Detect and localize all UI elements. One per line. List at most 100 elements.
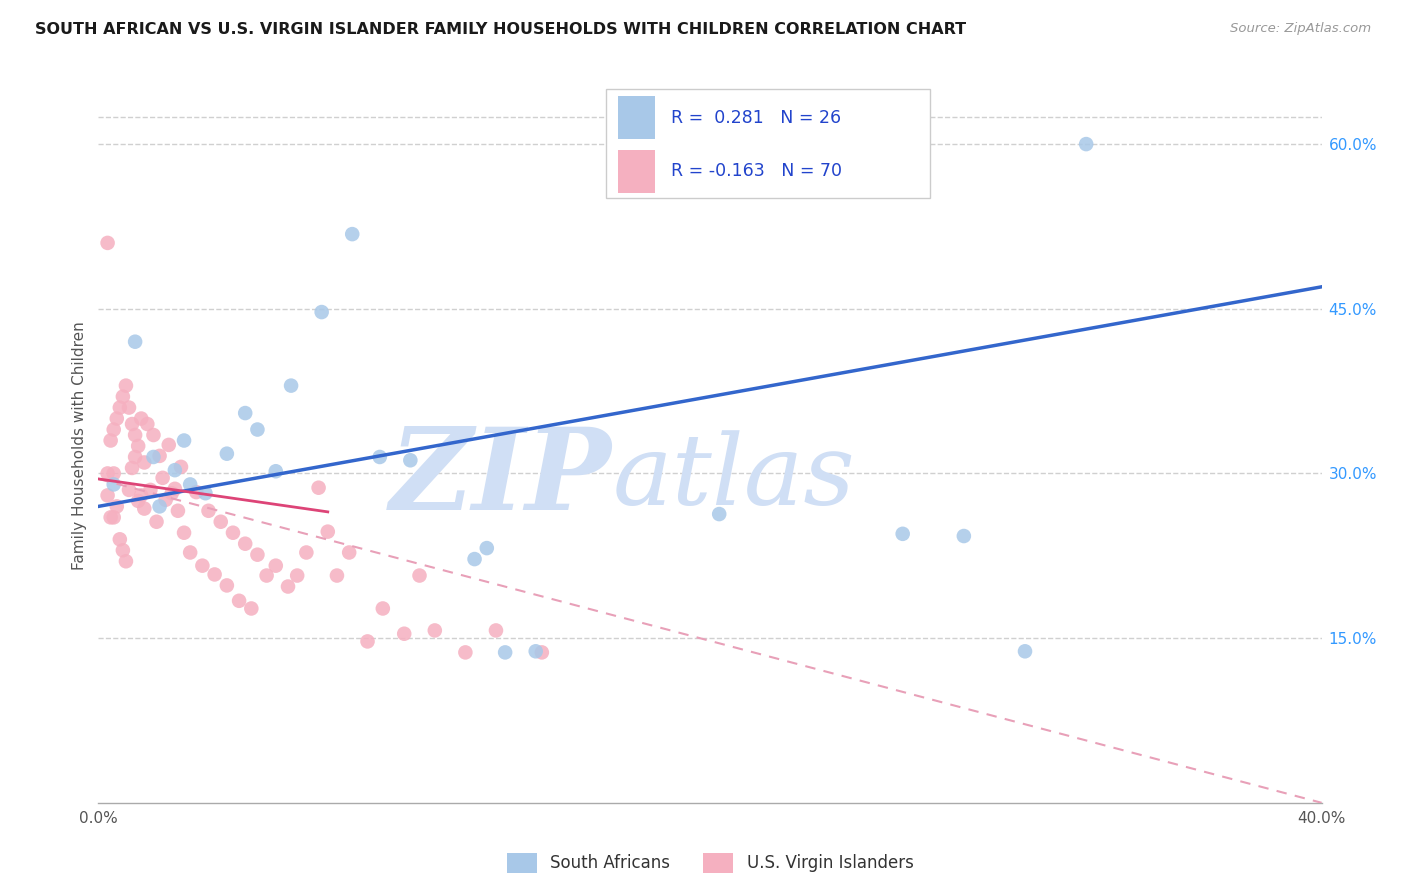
Point bbox=[103, 467, 125, 481]
Point bbox=[115, 378, 138, 392]
Point bbox=[186, 485, 208, 500]
Point bbox=[256, 568, 278, 582]
Text: R =  0.281   N = 26: R = 0.281 N = 26 bbox=[671, 109, 841, 127]
Point bbox=[264, 558, 287, 573]
Point bbox=[134, 455, 156, 469]
Point bbox=[145, 515, 167, 529]
Point bbox=[129, 488, 152, 502]
Point bbox=[127, 494, 149, 508]
Point bbox=[454, 645, 477, 659]
Point bbox=[163, 482, 186, 496]
Point bbox=[173, 525, 195, 540]
Point bbox=[167, 504, 190, 518]
Point bbox=[121, 417, 143, 431]
Point bbox=[311, 305, 333, 319]
Point bbox=[709, 507, 731, 521]
Point bbox=[118, 483, 141, 497]
Point bbox=[285, 568, 308, 582]
Point bbox=[136, 417, 159, 431]
Point bbox=[209, 515, 232, 529]
Point bbox=[124, 428, 146, 442]
Point bbox=[524, 644, 547, 658]
Text: atlas: atlas bbox=[612, 431, 855, 525]
Point bbox=[246, 423, 269, 437]
Point bbox=[277, 580, 299, 594]
Point bbox=[280, 378, 302, 392]
Point bbox=[264, 464, 287, 478]
Point bbox=[368, 450, 391, 464]
Point bbox=[142, 428, 165, 442]
Point bbox=[215, 578, 238, 592]
Point bbox=[103, 423, 125, 437]
FancyBboxPatch shape bbox=[606, 89, 931, 198]
Point bbox=[163, 463, 186, 477]
Point bbox=[134, 501, 156, 516]
Point bbox=[155, 492, 177, 507]
Point bbox=[149, 449, 172, 463]
Point bbox=[179, 545, 201, 559]
Point bbox=[337, 545, 360, 559]
Point bbox=[170, 459, 193, 474]
Point bbox=[194, 486, 217, 500]
Y-axis label: Family Households with Children: Family Households with Children bbox=[72, 322, 87, 570]
Point bbox=[222, 525, 245, 540]
Point bbox=[530, 645, 553, 659]
Point bbox=[295, 545, 318, 559]
Point bbox=[139, 483, 162, 497]
Point bbox=[157, 438, 180, 452]
Point bbox=[179, 477, 201, 491]
Point bbox=[953, 529, 976, 543]
Point bbox=[215, 447, 238, 461]
Point bbox=[111, 390, 134, 404]
Point bbox=[399, 453, 422, 467]
Point bbox=[308, 481, 330, 495]
Point bbox=[475, 541, 498, 555]
Point bbox=[103, 477, 125, 491]
Point bbox=[100, 434, 122, 448]
Point bbox=[233, 537, 256, 551]
Point bbox=[326, 568, 349, 582]
Point bbox=[124, 334, 146, 349]
Point bbox=[423, 624, 446, 638]
Point bbox=[105, 411, 128, 425]
Point bbox=[240, 601, 263, 615]
Point bbox=[97, 467, 120, 481]
Text: Source: ZipAtlas.com: Source: ZipAtlas.com bbox=[1230, 22, 1371, 36]
Point bbox=[142, 450, 165, 464]
Point bbox=[356, 634, 378, 648]
Point bbox=[485, 624, 508, 638]
Point bbox=[129, 411, 152, 425]
Point bbox=[233, 406, 256, 420]
Point bbox=[891, 526, 914, 541]
Point bbox=[1014, 644, 1036, 658]
Point bbox=[160, 486, 183, 500]
Point bbox=[121, 461, 143, 475]
Point bbox=[124, 450, 146, 464]
Point bbox=[408, 568, 430, 582]
Point bbox=[228, 594, 250, 608]
Point bbox=[316, 524, 339, 539]
FancyBboxPatch shape bbox=[619, 150, 655, 193]
Point bbox=[173, 434, 195, 448]
Point bbox=[149, 500, 172, 514]
Point bbox=[118, 401, 141, 415]
Point bbox=[246, 548, 269, 562]
Point bbox=[97, 235, 120, 250]
Point bbox=[197, 504, 219, 518]
Point bbox=[105, 500, 128, 514]
Point bbox=[371, 601, 394, 615]
Point bbox=[494, 645, 516, 659]
Point bbox=[204, 567, 226, 582]
Point bbox=[97, 488, 120, 502]
Text: R = -0.163   N = 70: R = -0.163 N = 70 bbox=[671, 162, 842, 180]
Point bbox=[111, 543, 134, 558]
FancyBboxPatch shape bbox=[619, 96, 655, 139]
Point bbox=[152, 471, 174, 485]
Text: ZIP: ZIP bbox=[391, 423, 612, 533]
Legend: South Africans, U.S. Virgin Islanders: South Africans, U.S. Virgin Islanders bbox=[506, 853, 914, 873]
Text: SOUTH AFRICAN VS U.S. VIRGIN ISLANDER FAMILY HOUSEHOLDS WITH CHILDREN CORRELATIO: SOUTH AFRICAN VS U.S. VIRGIN ISLANDER FA… bbox=[35, 22, 966, 37]
Point bbox=[108, 533, 131, 547]
Point bbox=[392, 626, 416, 640]
Point bbox=[103, 510, 125, 524]
Point bbox=[100, 510, 122, 524]
